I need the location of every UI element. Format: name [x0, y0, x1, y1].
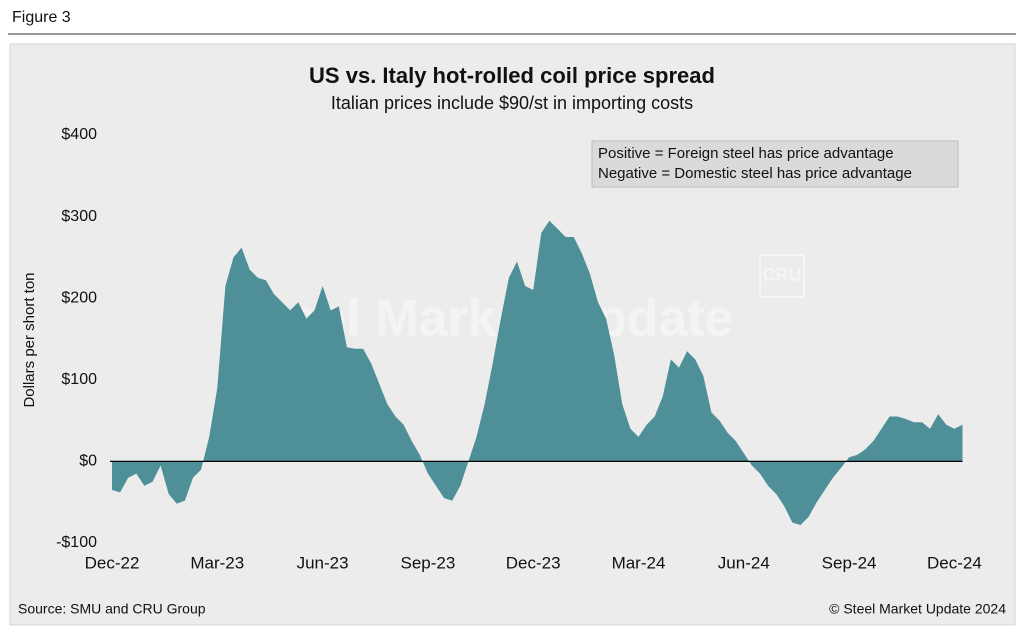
x-tick-label: Mar-23: [190, 553, 244, 572]
chart-subtitle: Italian prices include $90/st in importi…: [331, 93, 693, 113]
y-tick-label: $300: [61, 208, 97, 225]
figure-label: Figure 3: [12, 9, 71, 26]
annotation: Negative = Domestic steel has price adva…: [598, 165, 912, 182]
source: Source: SMU and CRU Group: [18, 601, 206, 617]
x-tick-label: Jun-23: [297, 553, 349, 572]
watermark-logo: CRU: [763, 265, 802, 285]
watermark-logo-box: [759, 254, 805, 298]
y-tick-label: -$100: [56, 534, 97, 551]
chart-title: US vs. Italy hot-rolled coil price sprea…: [309, 63, 715, 88]
area: [112, 220, 963, 525]
x-tick-label: Dec-22: [85, 553, 140, 572]
copyright: © Steel Market Update 2024: [829, 601, 1006, 617]
y-tick-label: $400: [61, 126, 97, 143]
y-tick-label: $0: [79, 453, 97, 470]
x-tick-label: Sep-23: [400, 553, 455, 572]
annotation: Positive = Foreign steel has price advan…: [598, 145, 894, 162]
annotation-box: [591, 140, 959, 188]
x-tick-label: Dec-24: [927, 553, 982, 572]
y-tick-label: $200: [61, 289, 97, 306]
y-axis-label: Dollars per short ton: [21, 272, 38, 407]
x-tick-label: Dec-23: [506, 553, 561, 572]
x-tick-label: Jun-24: [718, 553, 770, 572]
x-tick-label: Mar-24: [612, 553, 666, 572]
x-tick-label: Sep-24: [822, 553, 877, 572]
y-tick-label: $100: [61, 371, 97, 388]
